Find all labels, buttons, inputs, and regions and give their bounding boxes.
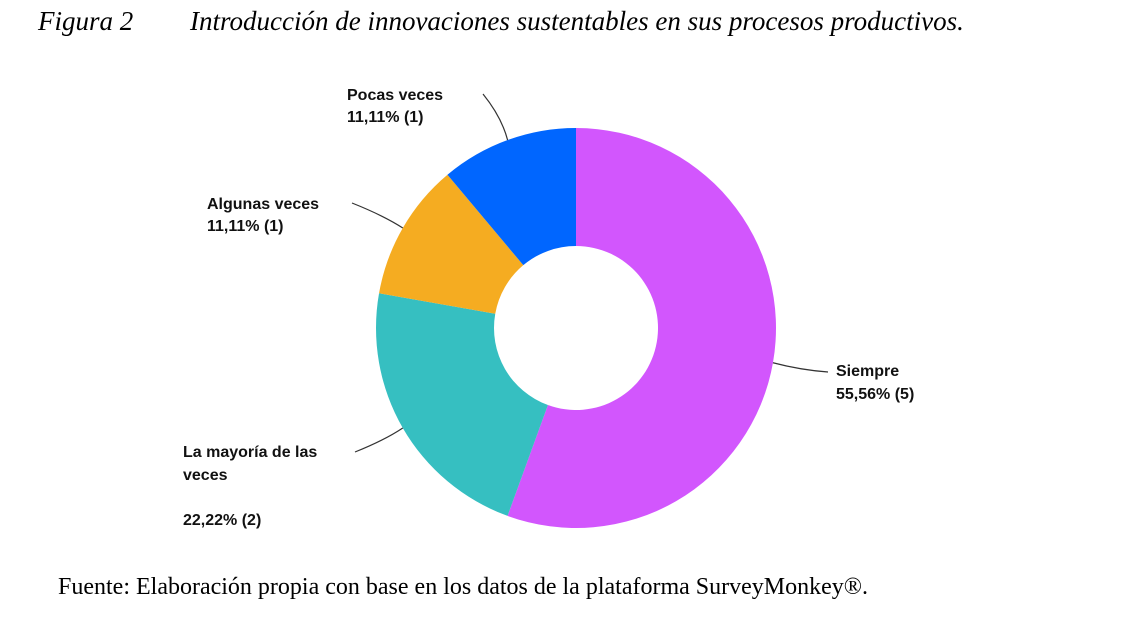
figure-caption: Figura 2 Introducción de innovaciones sus… bbox=[38, 6, 1118, 37]
label-siempre: Siempre bbox=[836, 363, 899, 380]
value-pocas-veces: 11,11% (1) bbox=[347, 109, 424, 126]
leader-line bbox=[482, 93, 509, 141]
slices-group bbox=[376, 128, 776, 528]
leader-lines-group bbox=[351, 93, 829, 453]
value-siempre: 55,56% (5) bbox=[836, 386, 914, 403]
slice-siempre bbox=[507, 128, 776, 528]
value-algunas-veces: 11,11% (1) bbox=[207, 218, 284, 235]
slice-algunas-veces bbox=[379, 174, 524, 314]
figure-title: Introducción de innovaciones sustentable… bbox=[190, 6, 964, 36]
label-la-mayoria-line2: veces bbox=[183, 467, 228, 484]
label-la-mayoria-line1: La mayoría de las bbox=[183, 444, 317, 461]
value-la-mayoria: 22,22% (2) bbox=[183, 512, 261, 529]
slice-la-mayoría-de-las-veces bbox=[376, 293, 548, 516]
leader-line bbox=[772, 362, 829, 373]
slice-pocas-veces bbox=[447, 128, 576, 266]
label-pocas-veces: Pocas veces bbox=[347, 87, 443, 104]
leader-line bbox=[351, 202, 404, 229]
source-note: Fuente: Elaboración propia con base en l… bbox=[58, 574, 868, 600]
leader-line bbox=[354, 427, 404, 453]
label-algunas-veces: Algunas veces bbox=[207, 196, 319, 213]
figure-number: Figura 2 bbox=[38, 6, 134, 36]
